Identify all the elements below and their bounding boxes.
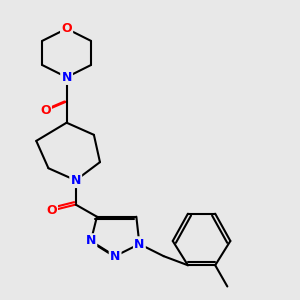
Text: O: O (46, 204, 57, 217)
Text: N: N (110, 250, 120, 263)
Text: O: O (61, 22, 72, 35)
Text: N: N (86, 235, 96, 248)
Text: N: N (70, 174, 81, 187)
Text: N: N (134, 238, 145, 250)
Text: O: O (40, 104, 51, 117)
Text: N: N (61, 71, 72, 84)
